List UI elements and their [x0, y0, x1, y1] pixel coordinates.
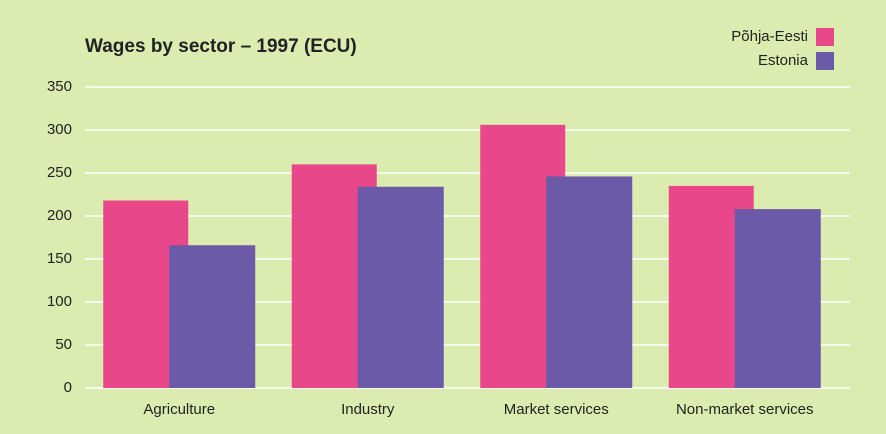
- x-tick-label: Non-market services: [676, 401, 814, 418]
- y-tick-label: 200: [47, 207, 72, 224]
- bar: [357, 186, 444, 388]
- bar: [169, 245, 256, 388]
- legend-label: Põhja-Eesti: [731, 28, 808, 45]
- legend-label: Estonia: [758, 52, 809, 69]
- x-tick-label: Agriculture: [143, 401, 215, 418]
- y-tick-label: 150: [47, 250, 72, 267]
- x-tick-label: Industry: [341, 401, 395, 418]
- legend-swatch: [816, 28, 834, 46]
- y-tick-label: 250: [47, 164, 72, 181]
- y-tick-label: 0: [64, 379, 72, 396]
- y-tick-label: 50: [55, 336, 72, 353]
- y-tick-label: 100: [47, 293, 72, 310]
- bar: [734, 209, 821, 388]
- bar: [546, 176, 633, 388]
- y-tick-label: 300: [47, 121, 72, 138]
- legend-swatch: [816, 52, 834, 70]
- x-tick-label: Market services: [504, 401, 609, 418]
- chart-title: Wages by sector – 1997 (ECU): [85, 36, 357, 57]
- y-tick-label: 350: [47, 78, 72, 95]
